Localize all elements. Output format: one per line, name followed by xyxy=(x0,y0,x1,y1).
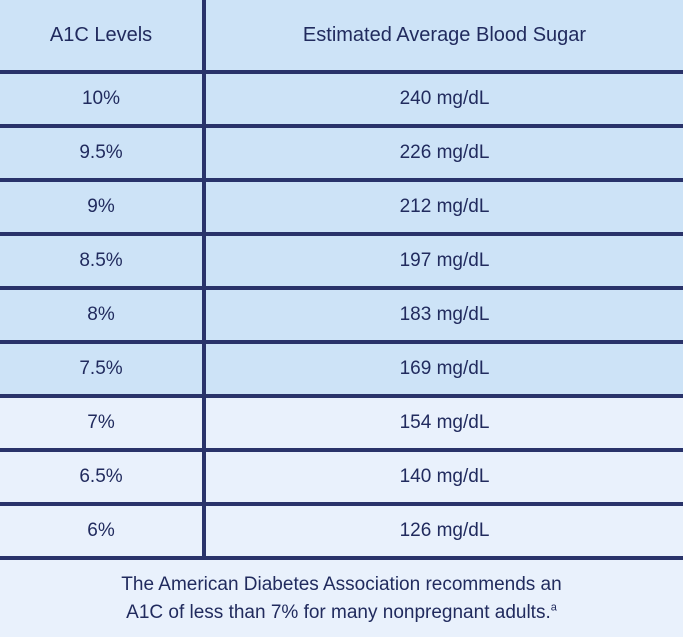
header-a1c-levels: A1C Levels xyxy=(0,0,206,70)
table-row: 7% 154 mg/dL xyxy=(0,394,683,448)
header-estimated-average-blood-sugar: Estimated Average Blood Sugar xyxy=(302,23,587,46)
table-row: 6% 126 mg/dL xyxy=(0,502,683,556)
table-row: 9% 212 mg/dL xyxy=(0,178,683,232)
table-header-row: A1C Levels Estimated Average Blood Sugar xyxy=(0,0,683,70)
blood-sugar-value: 240 mg/dL xyxy=(399,88,490,109)
a1c-value: 6% xyxy=(0,506,206,556)
a1c-value: 10% xyxy=(0,74,206,124)
blood-sugar-value: 226 mg/dL xyxy=(399,142,490,163)
blood-sugar-value: 126 mg/dL xyxy=(399,520,490,541)
blood-sugar-value: 212 mg/dL xyxy=(399,196,490,217)
table-row: 8% 183 mg/dL xyxy=(0,286,683,340)
blood-sugar-value: 197 mg/dL xyxy=(399,250,490,271)
footnote: The American Diabetes Association recomm… xyxy=(0,556,683,637)
a1c-value: 7% xyxy=(0,398,206,448)
blood-sugar-value: 140 mg/dL xyxy=(399,466,490,487)
blood-sugar-value: 183 mg/dL xyxy=(399,304,490,325)
footnote-line-1: The American Diabetes Association recomm… xyxy=(121,573,562,595)
table-row: 10% 240 mg/dL xyxy=(0,70,683,124)
table-row: 8.5% 197 mg/dL xyxy=(0,232,683,286)
a1c-value: 9% xyxy=(0,182,206,232)
a1c-value: 8% xyxy=(0,290,206,340)
a1c-value: 9.5% xyxy=(0,128,206,178)
table-row: 9.5% 226 mg/dL xyxy=(0,124,683,178)
blood-sugar-value: 154 mg/dL xyxy=(399,412,490,433)
a1c-value: 8.5% xyxy=(0,236,206,286)
blood-sugar-value: 169 mg/dL xyxy=(399,358,490,379)
a1c-value: 7.5% xyxy=(0,344,206,394)
a1c-value: 6.5% xyxy=(0,452,206,502)
footnote-line-2-text: A1C of less than 7% for many nonpregnant… xyxy=(126,601,551,623)
table-row: 7.5% 169 mg/dL xyxy=(0,340,683,394)
table-row: 6.5% 140 mg/dL xyxy=(0,448,683,502)
footnote-superscript: a xyxy=(550,601,557,614)
footnote-line-2: A1C of less than 7% for many nonpregnant… xyxy=(126,599,557,627)
